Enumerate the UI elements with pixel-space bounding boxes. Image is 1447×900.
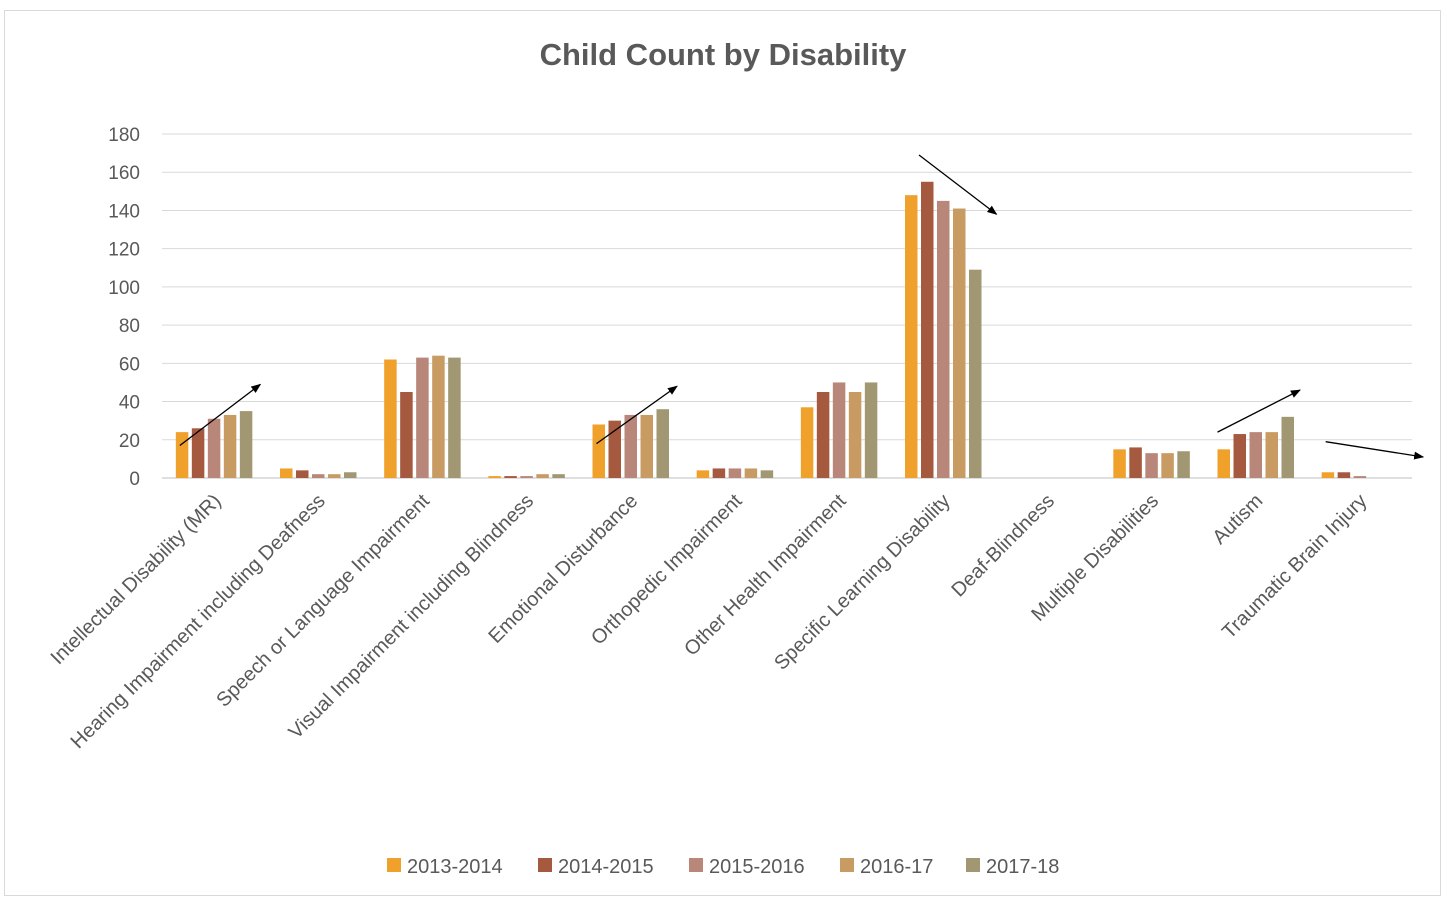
- trend-arrow: [1325, 441, 1425, 460]
- legend-swatch: [387, 858, 401, 872]
- x-tick-label: Intellectual Disability (MR): [47, 490, 226, 669]
- bar: [416, 357, 429, 478]
- trend-arrow: [179, 383, 262, 447]
- bar: [1337, 472, 1351, 478]
- bar: [816, 392, 830, 478]
- bar: [1161, 453, 1174, 478]
- bar: [400, 392, 413, 478]
- bar: [624, 414, 637, 478]
- bar: [432, 355, 445, 478]
- bar: [504, 476, 517, 478]
- bar: [1233, 434, 1246, 478]
- bar: [592, 424, 605, 478]
- trend-arrow: [918, 154, 998, 215]
- x-tick-label: Deaf-Blindness: [947, 490, 1058, 601]
- legend-swatch: [689, 858, 703, 872]
- trend-arrow: [596, 385, 678, 445]
- legend-swatch: [538, 858, 552, 872]
- bar: [760, 470, 774, 478]
- bar: [520, 476, 533, 478]
- legend-label: 2017-18: [986, 856, 1059, 878]
- bar: [1145, 453, 1158, 478]
- bar: [223, 414, 237, 478]
- y-tick-label: 120: [108, 240, 140, 261]
- bar: [296, 470, 309, 478]
- legend-label: 2013-2014: [407, 856, 503, 878]
- bar: [448, 357, 461, 478]
- bar: [1353, 476, 1367, 478]
- chart-title: Child Count by Disability: [540, 37, 908, 72]
- y-tick-label: 100: [108, 278, 140, 299]
- gridlines: [162, 133, 1412, 479]
- trend-arrow: [1217, 389, 1301, 433]
- y-tick-label: 20: [119, 431, 140, 452]
- legend-swatch: [840, 858, 854, 872]
- y-tick-label: 140: [108, 201, 140, 222]
- bar: [728, 468, 742, 478]
- bar: [848, 392, 862, 478]
- bar: [552, 474, 565, 478]
- y-tick-label: 160: [108, 163, 140, 184]
- legend-label: 2014-2015: [558, 856, 654, 878]
- bar: [175, 432, 189, 478]
- bars: [175, 181, 1367, 479]
- bar: [921, 181, 934, 478]
- bar: [832, 382, 846, 478]
- bar: [656, 409, 669, 478]
- y-tick-label: 80: [119, 316, 140, 337]
- y-tick-label: 0: [129, 469, 140, 490]
- x-tick-label: Autism: [1209, 490, 1268, 549]
- bar: [312, 474, 325, 478]
- legend-label: 2015-2016: [709, 856, 805, 878]
- bar: [536, 474, 549, 478]
- legend-label: 2016-17: [860, 856, 933, 878]
- bar: [1129, 447, 1142, 478]
- bar: [1281, 416, 1294, 478]
- y-tick-label: 60: [119, 354, 140, 375]
- bar: [239, 411, 253, 478]
- trend-arrows: [179, 154, 1425, 460]
- y-tick-label: 180: [108, 125, 140, 146]
- bar: [905, 195, 918, 478]
- bar: [1217, 449, 1230, 478]
- bar: [328, 474, 341, 478]
- bar: [344, 472, 357, 478]
- bar: [640, 414, 653, 478]
- bar: [712, 468, 726, 478]
- bar: [696, 470, 710, 478]
- y-tick-label: 40: [119, 393, 140, 414]
- bar: [1321, 472, 1335, 478]
- legend-swatch: [966, 858, 980, 872]
- x-tick-label: Specific Learning Disability: [770, 490, 955, 675]
- x-axis: Intellectual Disability (MR)Hearing Impa…: [47, 490, 1372, 753]
- bar: [280, 468, 293, 478]
- bar: [384, 359, 397, 478]
- bar: [864, 382, 878, 478]
- x-tick-label: Speech or Language Impairment: [212, 490, 434, 712]
- bar: [953, 208, 966, 479]
- bar: [1249, 432, 1262, 478]
- legend: 2013-2014 2014-2015 2015-2016 2016-17 2017-1…: [387, 856, 1059, 878]
- bar: [1265, 432, 1278, 478]
- bar: [744, 468, 758, 478]
- bar: [800, 407, 814, 478]
- bar: [1113, 449, 1126, 478]
- bar: [608, 420, 621, 478]
- y-axis: 0 20 40 60 80 100 120 140 160 180: [108, 125, 140, 490]
- bar: [488, 476, 501, 478]
- bar: [969, 269, 982, 478]
- bar: [191, 428, 205, 478]
- bar: [207, 418, 221, 478]
- bar: [1177, 451, 1190, 478]
- bar: [937, 200, 950, 478]
